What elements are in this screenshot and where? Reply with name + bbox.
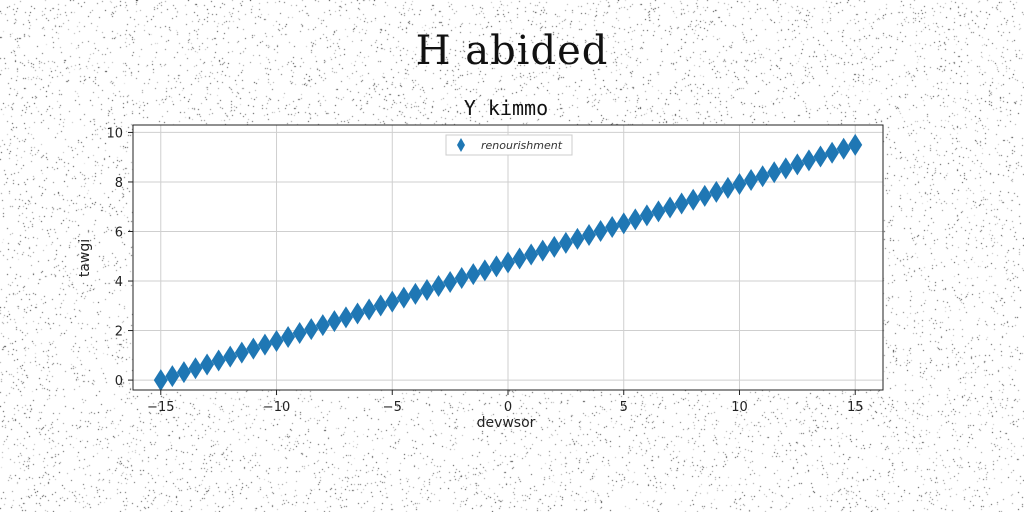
y-tick-label: 8 <box>115 176 123 191</box>
data-point <box>720 176 735 199</box>
data-point <box>524 243 539 266</box>
legend-marker-icon <box>457 138 465 152</box>
data-point <box>223 345 238 368</box>
data-point <box>385 290 400 313</box>
x-tick-label: 5 <box>620 400 628 415</box>
y-axis-ticks: 0 2 4 6 8 10 <box>106 126 133 389</box>
data-point <box>211 349 226 372</box>
data-point <box>836 137 851 160</box>
x-tick-label: −15 <box>147 400 174 415</box>
legend-box <box>445 134 573 156</box>
data-point <box>477 259 492 282</box>
data-point <box>813 145 828 168</box>
data-point <box>755 165 770 188</box>
data-point <box>558 231 573 254</box>
data-point <box>373 294 388 317</box>
data-point <box>304 318 319 341</box>
x-tick-label: 0 <box>504 400 512 415</box>
data-point <box>674 192 689 215</box>
data-point <box>246 337 261 360</box>
data-point <box>744 168 759 191</box>
data-point <box>188 357 203 380</box>
chart-title: Y kimmo <box>464 96 548 120</box>
legend-label: renourishment <box>481 139 563 152</box>
data-point <box>582 223 597 246</box>
y-tick-label: 2 <box>115 325 123 340</box>
data-point <box>489 255 504 278</box>
figure-suptitle: H abided <box>415 28 609 74</box>
data-point <box>234 341 249 364</box>
data-point <box>628 208 643 231</box>
data-point <box>466 263 481 286</box>
data-point <box>269 329 284 352</box>
data-point <box>547 235 562 258</box>
data-point <box>801 149 816 172</box>
data-point <box>408 282 423 305</box>
data-point <box>778 157 793 180</box>
data-point <box>327 310 342 333</box>
data-point <box>663 196 678 219</box>
data-point <box>501 251 515 274</box>
data-point <box>165 365 180 388</box>
data-point <box>362 298 377 321</box>
data-point <box>153 369 168 392</box>
data-point <box>570 227 585 250</box>
data-point <box>593 220 608 242</box>
x-axis-label: devwsor <box>477 415 536 431</box>
data-point <box>767 161 782 184</box>
y-axis-label: tawgi <box>77 239 93 277</box>
x-tick-label: −5 <box>383 400 402 415</box>
data-point <box>338 306 353 329</box>
data-point <box>396 286 411 309</box>
data-point <box>732 172 747 195</box>
y-tick-label: 4 <box>115 275 123 290</box>
data-point <box>709 180 724 203</box>
data-point <box>200 353 215 376</box>
x-tick-label: −10 <box>263 400 290 415</box>
data-point <box>512 247 527 270</box>
data-point <box>454 267 469 290</box>
data-point <box>443 271 458 294</box>
data-point <box>697 184 712 207</box>
data-point <box>315 314 330 337</box>
data-point <box>431 274 446 297</box>
data-point <box>257 333 272 356</box>
y-tick-label: 0 <box>115 374 123 389</box>
data-points <box>153 133 863 392</box>
data-point <box>848 133 863 156</box>
data-point <box>350 302 365 325</box>
x-tick-label: 15 <box>847 400 864 415</box>
data-point <box>825 141 840 164</box>
data-point <box>176 361 191 384</box>
data-point <box>686 188 701 211</box>
data-point <box>790 153 805 176</box>
data-point <box>651 200 666 223</box>
y-tick-label: 10 <box>106 126 123 141</box>
data-point <box>419 278 434 301</box>
data-point <box>292 322 307 345</box>
data-point <box>616 212 631 235</box>
data-point <box>281 326 296 348</box>
data-point <box>605 216 620 239</box>
data-point <box>535 239 550 262</box>
x-axis-ticks: −15 −10 −5 0 5 10 15 <box>147 390 863 415</box>
x-tick-label: 10 <box>731 400 748 415</box>
legend: renourishment <box>445 134 573 156</box>
data-point <box>639 204 654 227</box>
y-tick-label: 6 <box>115 225 123 240</box>
